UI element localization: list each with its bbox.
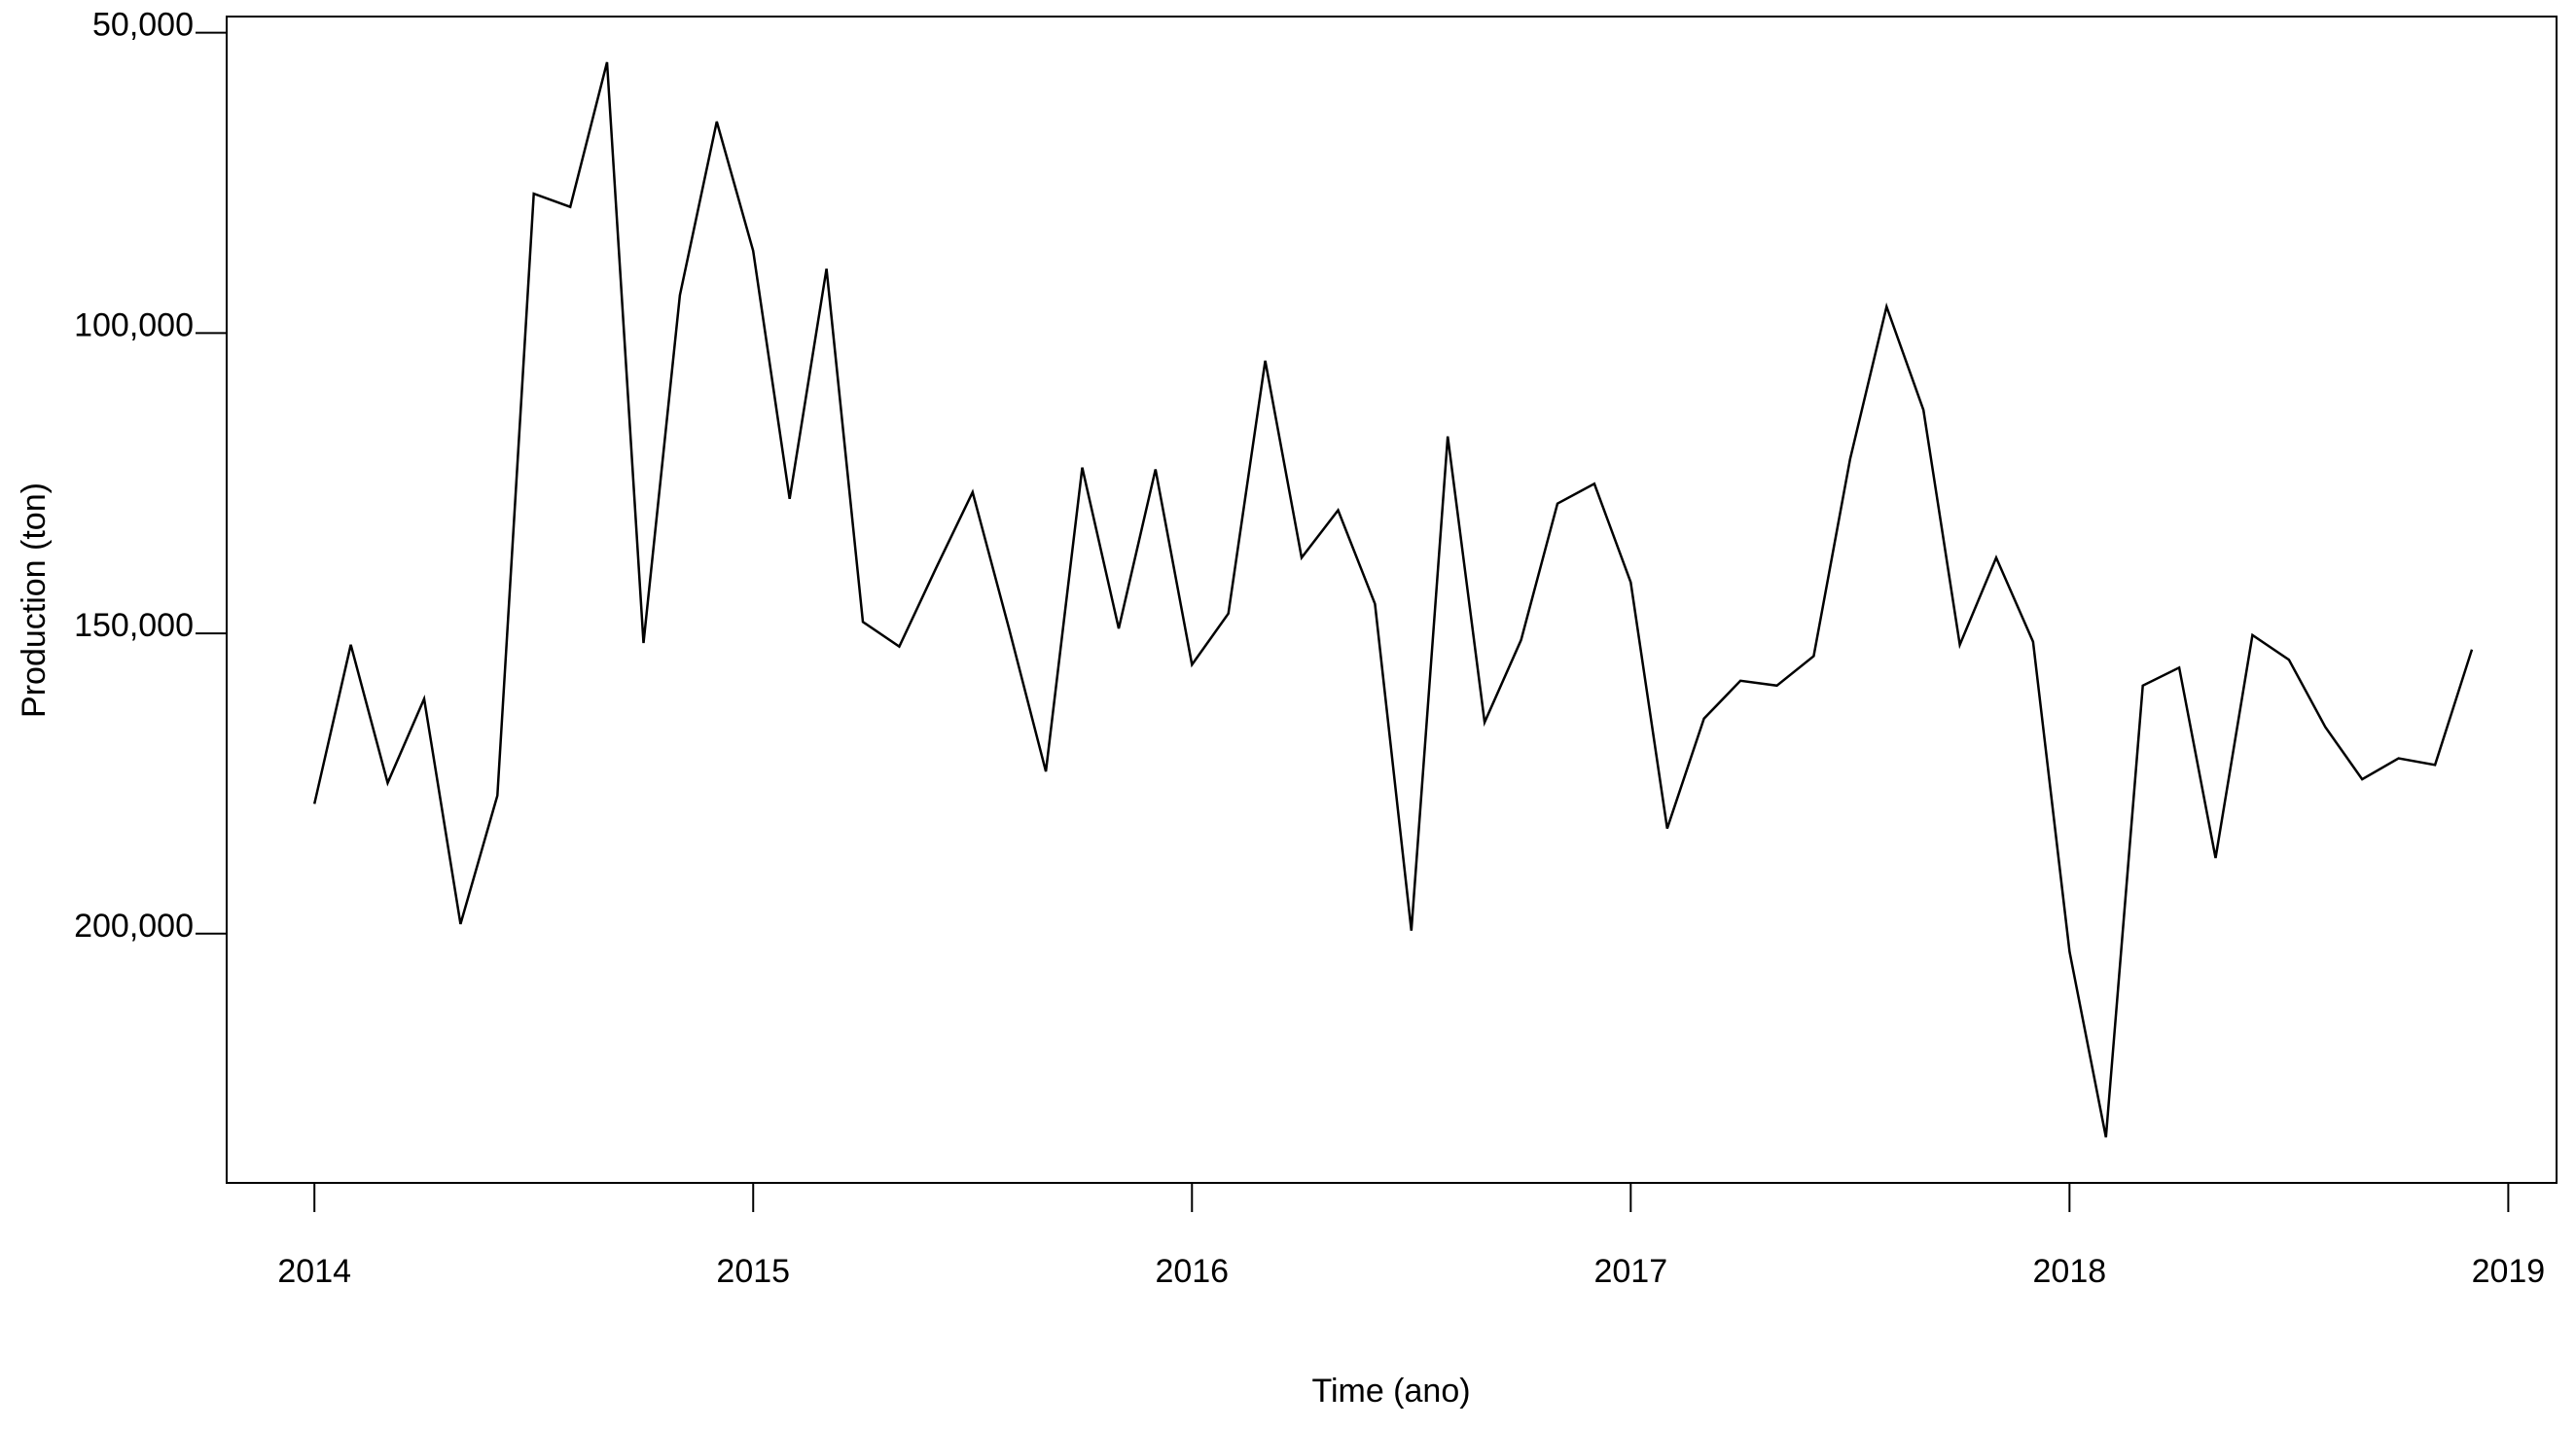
- x-tick-label: 2019: [2472, 1253, 2546, 1290]
- x-tick-label: 2018: [2033, 1253, 2107, 1290]
- x-tick-label: 2014: [277, 1253, 351, 1290]
- y-tick-label: 200,000: [74, 908, 194, 945]
- x-axis-label: Time (ano): [1311, 1373, 1470, 1410]
- y-tick-label: 150,000: [74, 607, 194, 644]
- y-tick-label: 50,000: [92, 7, 194, 44]
- x-tick-label: 2017: [1593, 1253, 1667, 1290]
- y-tick-label: 100,000: [74, 306, 194, 343]
- x-tick-label: 2016: [1155, 1253, 1229, 1290]
- plot-box: [226, 16, 2558, 1184]
- x-tick-label: 2015: [716, 1253, 790, 1290]
- y-axis-label: Production (ton): [16, 482, 53, 718]
- data-line: [312, 61, 2474, 1138]
